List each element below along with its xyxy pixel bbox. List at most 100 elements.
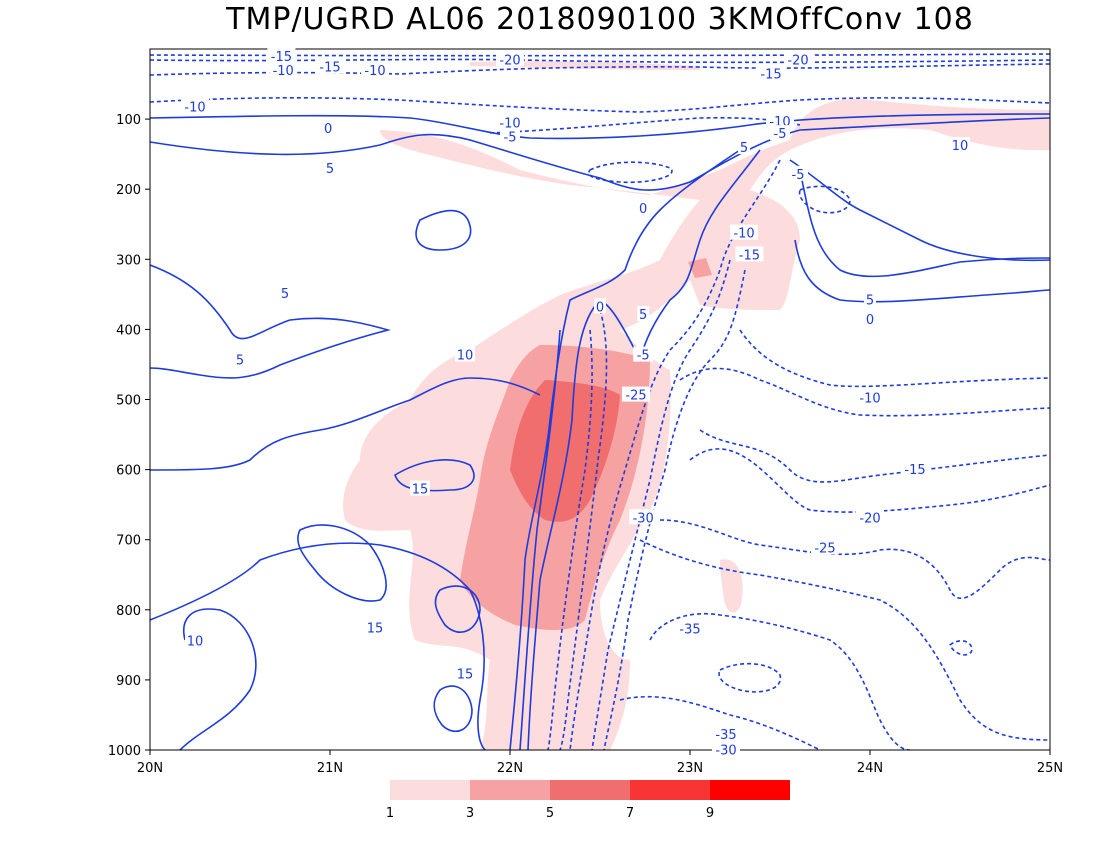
contour-label-bg [788,165,808,181]
contour-label-bg [181,98,209,114]
contour-label: -10 [859,391,880,406]
contour-label: 5 [639,308,647,323]
contour-label-bg [784,51,812,67]
x-tick-label: 25N [1037,761,1063,776]
contour-label: 5 [740,141,748,156]
contour-label-bg [766,113,794,129]
colorbar-swatch [470,780,550,800]
y-tick-label: 600 [116,464,141,479]
contour-label-bg [730,224,758,240]
shade-level-5 [510,380,620,522]
contour-label: 5 [236,354,244,369]
contour-label-bg [864,291,876,307]
contour-left-15 [150,542,486,750]
contour-label: -5 [637,349,650,364]
contour-right-30 [639,539,1050,741]
contour-inner-a [547,329,593,750]
contour-label: -15 [739,248,760,263]
contour-right-40 [619,695,821,750]
contour-minus10-front [591,259,731,750]
contour-labels: -15-10 -15 -10-20 -20-15-100 -10-5-10-55 105-… [181,48,970,758]
contour-right-20 [689,448,1050,513]
colorbar-label: 7 [626,806,634,821]
y-tick-label: 900 [116,674,141,689]
contour-left-loop15d [433,685,473,733]
contour-left-5 [150,264,392,379]
contour-left-loop15c [434,585,481,633]
contour-left-10b [179,608,257,750]
y-tick-label: 500 [116,394,141,409]
contour-right-35 [649,612,911,750]
y-tick-label: 800 [116,604,141,619]
contour-label: -20 [787,54,808,69]
contour-label-bg [410,480,430,496]
contour-label: 0 [639,202,647,217]
y-tick-label: 1000 [108,744,141,759]
y-tick-label: 100 [116,113,141,128]
contour-label: -15 [319,61,340,76]
contour-label-bg [856,389,884,405]
contour-label: -35 [715,728,736,743]
colorbar-label: 9 [706,806,714,821]
contour-label-bg [267,48,296,64]
contour-label: -25 [625,389,646,404]
contour-label-bg [811,539,839,555]
contour-label: 10 [952,139,969,154]
contour-label-bg [712,741,740,757]
contour-label-bg [316,58,344,74]
colorbar: 1 3 5 7 9 [386,780,790,821]
contour-right-15 [699,429,1050,483]
colorbar-swatch [390,780,470,800]
contour-right-3 [794,239,1050,303]
contour-label-bg [864,310,876,326]
contour-label: -5 [774,127,787,142]
x-tick-label: 24N [857,761,883,776]
contour-label: -20 [859,511,880,526]
contour-label-bg [496,114,524,130]
shade-level-1-blob [720,559,743,613]
contour-label: 0 [866,313,874,328]
contour-label-bg [455,665,475,681]
contour-label-bg [856,509,884,525]
contour-label: -15 [904,463,925,478]
contour-right-loop [798,185,851,214]
contour-label: -10 [273,64,294,79]
contour-label-bg [735,246,764,262]
contour-five-upper [150,117,1050,191]
contour-label-bg [279,284,291,300]
contour-label: -15 [760,68,781,83]
contour-label-bg [770,125,790,141]
shaded-field [343,61,1050,750]
chart-title: TMP/UGRD AL06 2018090100 3KMOffConv 108 [226,2,974,37]
contour-minus10-loop [588,161,673,184]
contour-label-bg [622,386,650,402]
contour-label-bg [234,351,246,367]
contour-right-loop2 [718,662,782,693]
contour-label-bg [594,298,606,314]
contour-minus5-upper [489,117,801,134]
contour-label-bg [637,305,650,321]
contour-label: -30 [633,511,654,526]
contour-label: 5 [281,287,289,302]
x-tick-label: 20N [137,761,163,776]
contour-label: -10 [364,64,385,79]
contour-label-bg [712,725,740,741]
contour-label: 10 [457,349,474,364]
axes: 20N 21N 22N 23N 24N 25N1002003004005006007008… [108,113,1063,776]
contour-label-bg [361,62,389,78]
contour-right-25 [659,519,1050,599]
contour-label: -10 [184,100,205,115]
y-tick-label: 400 [116,323,141,338]
colorbar-label: 3 [466,806,474,821]
contour-label-bg [500,128,520,144]
contour-minus15-front [603,269,746,750]
contour-top-2 [150,58,1050,64]
x-tick-label: 23N [677,761,703,776]
contour-label-bg [269,62,298,78]
contour-right-10 [679,367,1050,417]
contour-label: -5 [504,131,517,146]
contour-label: 15 [367,621,384,636]
contour-label-bg [633,346,654,362]
contour-label: -30 [715,743,736,758]
